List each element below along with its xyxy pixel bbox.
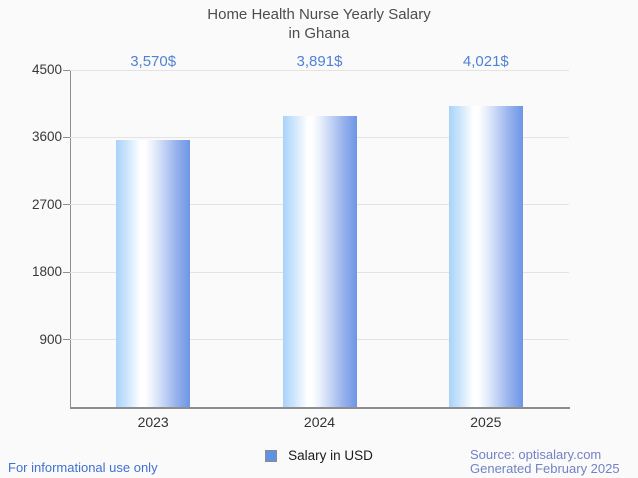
x-axis-line [70,407,570,409]
y-axis-label: 3600 [31,129,62,145]
bar-2023 [116,139,191,407]
y-axis-label: 4500 [31,62,62,77]
bar-value-label: 3,891$ [296,53,343,70]
y-axis-tick [63,136,70,138]
y-axis-tick [63,69,70,71]
source-attribution: Source: optisalary.com Generated Februar… [470,448,620,475]
generated-line: Generated February 2025 [470,460,620,476]
legend-label: Salary in USD [288,448,373,463]
x-axis-label: 2023 [137,414,169,430]
chart-title-line1: Home Health Nurse Yearly Salary [207,6,431,23]
source-line: Source: optisalary.com [470,447,602,462]
bar-value-label: 4,021$ [462,53,509,70]
x-axis-label: 2024 [303,414,336,430]
y-axis-line [70,70,71,407]
y-axis-tick [63,339,70,341]
gridline [70,69,569,71]
y-axis-label: 1800 [31,264,62,280]
y-axis-label: 900 [39,331,62,347]
legend-marker-icon [265,449,278,462]
y-axis-label: 2700 [31,196,62,212]
y-axis-tick [63,204,70,206]
x-axis-label: 2025 [470,414,502,430]
bar-value-label: 3,570$ [130,53,177,70]
disclaimer-text: For informational use only [8,460,158,475]
bar-2024 [282,115,357,407]
y-axis-tick [63,271,70,273]
chart-title: Home Health Nurse Yearly Salary in Ghana [0,5,638,43]
legend: Salary in USD [0,448,638,463]
bar-2025 [448,105,523,407]
chart-title-line2: in Ghana [288,25,350,42]
